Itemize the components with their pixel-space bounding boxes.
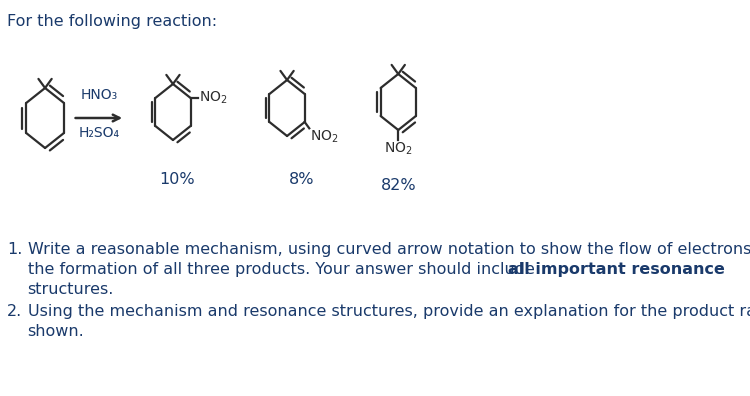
Text: 10%: 10% — [159, 172, 194, 187]
Text: For the following reaction:: For the following reaction: — [8, 14, 217, 29]
Text: H₂SO₄: H₂SO₄ — [78, 126, 119, 140]
Text: the formation of all three products. Your answer should include: the formation of all three products. You… — [28, 262, 539, 277]
Text: 1.: 1. — [8, 242, 22, 257]
Text: 8%: 8% — [289, 172, 314, 187]
Text: shown.: shown. — [28, 324, 84, 339]
Text: NO$_2$: NO$_2$ — [199, 90, 227, 106]
Text: 2.: 2. — [8, 304, 22, 319]
Text: 82%: 82% — [380, 178, 416, 193]
Text: HNO₃: HNO₃ — [80, 88, 118, 102]
Text: NO$_2$: NO$_2$ — [384, 141, 412, 157]
Text: Using the mechanism and resonance structures, provide an explanation for the pro: Using the mechanism and resonance struct… — [28, 304, 750, 319]
Text: structures.: structures. — [28, 282, 114, 297]
Text: all important resonance: all important resonance — [508, 262, 724, 277]
Text: NO$_2$: NO$_2$ — [310, 128, 339, 145]
Text: Write a reasonable mechanism, using curved arrow notation to show the flow of el: Write a reasonable mechanism, using curv… — [28, 242, 750, 257]
